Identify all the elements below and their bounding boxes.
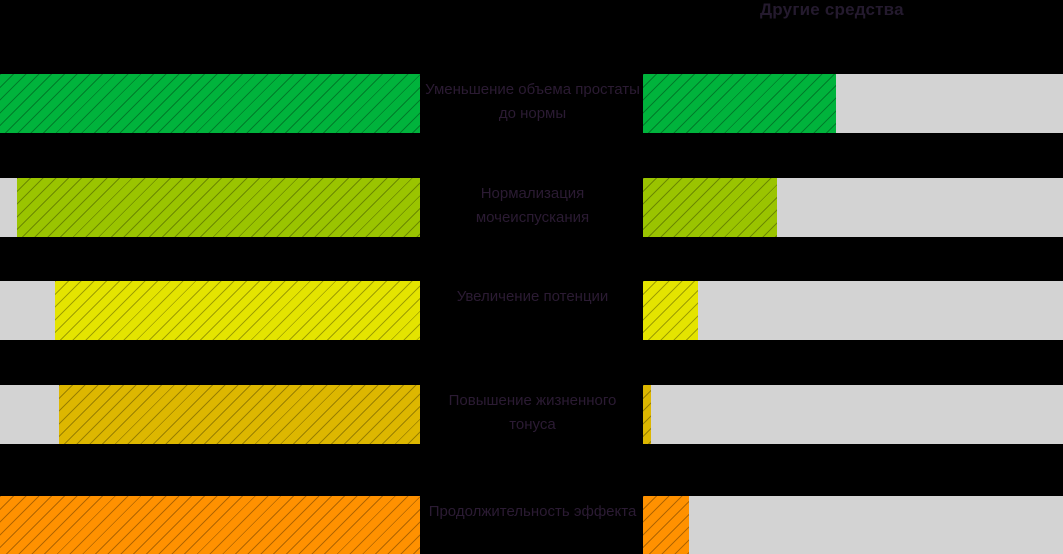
bar-hatch-pattern	[54, 281, 420, 340]
bar-hatch-pattern	[643, 496, 690, 554]
bar-track-right	[643, 281, 1063, 340]
bar-track-left	[0, 496, 420, 554]
bar-hatch-pattern	[0, 496, 420, 554]
chart-row	[0, 281, 1063, 340]
bar-track-left	[0, 281, 420, 340]
bar-hatch-pattern	[643, 385, 652, 444]
bar-track-right	[643, 178, 1063, 237]
bar-hatch-pattern	[58, 385, 420, 444]
bar-fill-right	[643, 178, 778, 237]
bar-fill-left	[16, 178, 420, 237]
bar-fill-right	[643, 385, 652, 444]
bar-track-left	[0, 385, 420, 444]
chart-row	[0, 74, 1063, 133]
row-label: Повышение жизненного тонуса	[448, 392, 617, 433]
bar-fill-right	[643, 74, 837, 133]
row-label: Нормализация мочеиспускания	[475, 185, 590, 226]
chart-row	[0, 385, 1063, 444]
bar-hatch-pattern	[16, 178, 420, 237]
row-label: Продолжительность эффекта	[428, 503, 637, 520]
row-label: Уменьшение объема простаты до нормы	[425, 81, 640, 122]
bar-track-right	[643, 74, 1063, 133]
bar-fill-left	[54, 281, 420, 340]
bar-track-right	[643, 496, 1063, 554]
column-header-other-remedies: Другие средства	[760, 0, 904, 19]
bar-track-right	[643, 385, 1063, 444]
bar-hatch-pattern	[643, 281, 698, 340]
bar-fill-left	[58, 385, 420, 444]
bar-fill-left	[0, 496, 420, 554]
bar-hatch-pattern	[0, 74, 420, 133]
bar-track-left	[0, 74, 420, 133]
bar-fill-right	[643, 496, 690, 554]
bar-fill-left	[0, 74, 420, 133]
bar-hatch-pattern	[643, 178, 778, 237]
bar-hatch-pattern	[643, 74, 837, 133]
row-label: Увеличение потенции	[456, 288, 609, 305]
bar-fill-right	[643, 281, 698, 340]
chart-row	[0, 178, 1063, 237]
chart-row	[0, 496, 1063, 554]
bar-track-left	[0, 178, 420, 237]
